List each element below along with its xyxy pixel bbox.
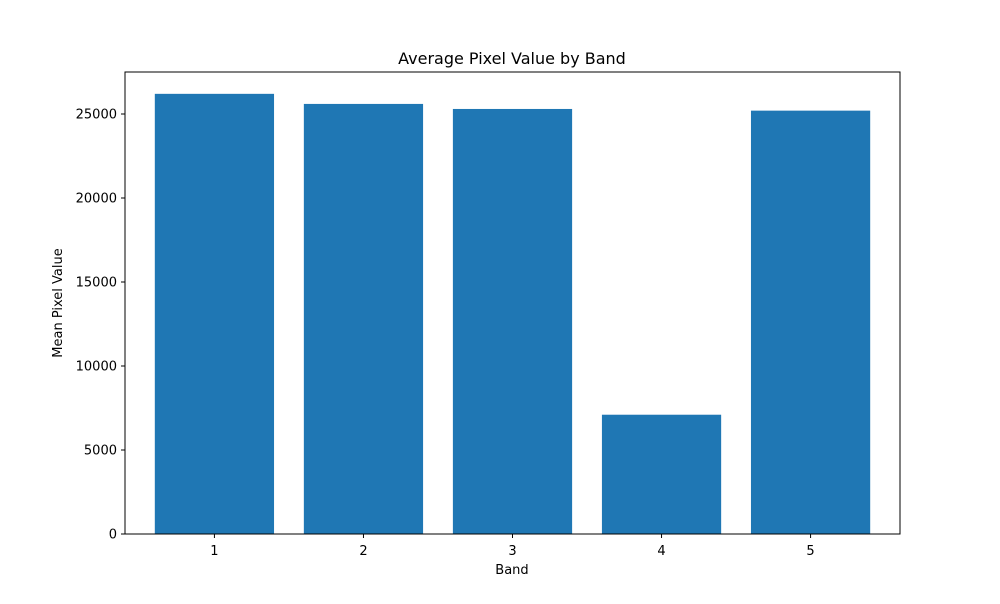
y-tick-label: 20000 bbox=[76, 192, 117, 207]
x-tick-label: 5 bbox=[806, 544, 814, 559]
y-tick-label: 0 bbox=[109, 528, 117, 543]
bar-band-2 bbox=[303, 103, 424, 535]
bar-band-3 bbox=[452, 108, 573, 535]
y-axis-ticks: 0 5000 10000 15000 20000 25000 bbox=[76, 108, 125, 543]
plot-area-frame bbox=[124, 71, 901, 535]
y-axis-label: Mean Pixel Value bbox=[51, 248, 66, 357]
bars-layer bbox=[154, 93, 871, 535]
y-tick-label: 25000 bbox=[76, 108, 117, 123]
bar-band-1 bbox=[154, 93, 275, 534]
x-axis-label: Band bbox=[495, 563, 528, 578]
bar-band-5 bbox=[750, 110, 871, 534]
y-tick-label: 15000 bbox=[76, 276, 117, 291]
y-tick-label: 5000 bbox=[84, 444, 117, 459]
y-tick-label: 10000 bbox=[76, 360, 117, 375]
x-axis-ticks: 1 2 3 4 5 bbox=[210, 534, 815, 559]
chart-title: Average Pixel Value by Band bbox=[398, 49, 626, 68]
x-tick-label: 2 bbox=[359, 544, 367, 559]
bar-band-4 bbox=[601, 414, 722, 534]
x-tick-label: 1 bbox=[210, 544, 218, 559]
x-tick-label: 3 bbox=[508, 544, 516, 559]
x-tick-label: 4 bbox=[657, 544, 665, 559]
